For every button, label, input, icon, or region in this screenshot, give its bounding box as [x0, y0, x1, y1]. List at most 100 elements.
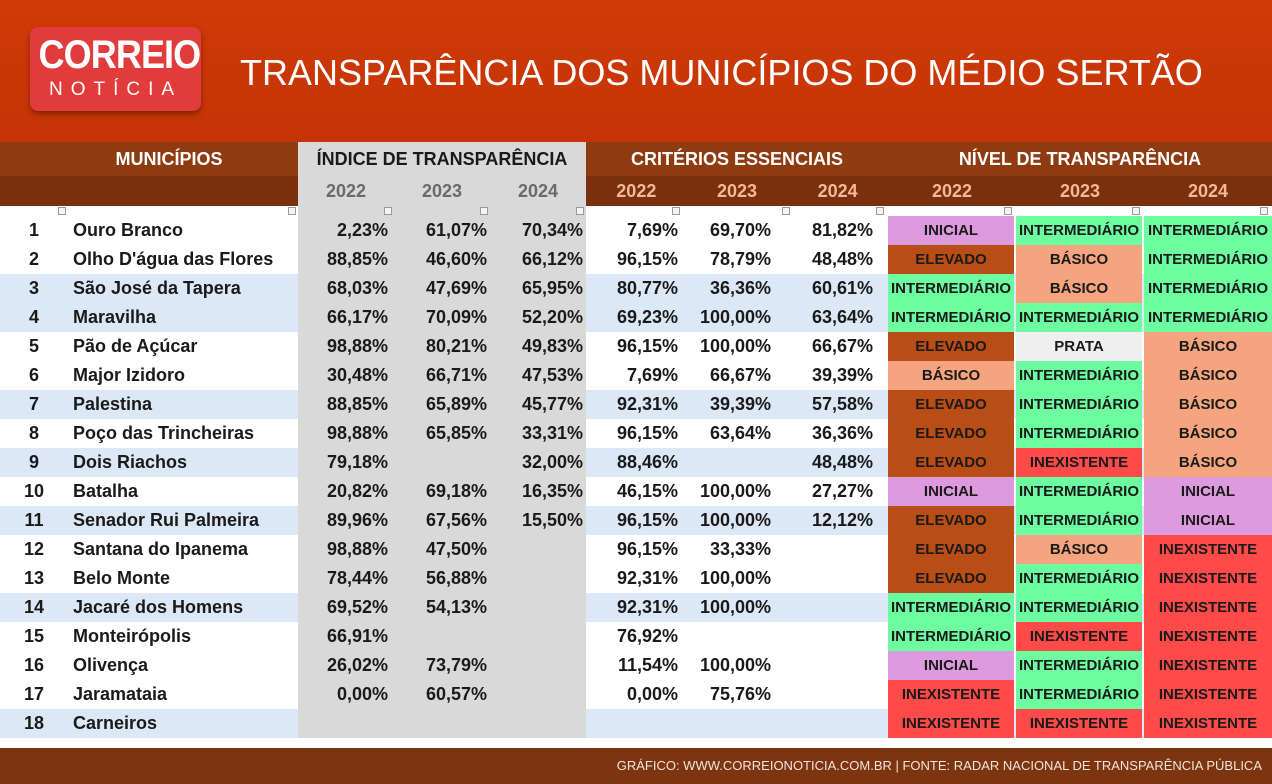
level-cell: INTERMEDIÁRIO [1016, 564, 1142, 593]
criteria-value: 7,69% [626, 365, 678, 385]
filter-button [1260, 207, 1268, 215]
filter-button [782, 207, 790, 215]
index-value: 88,85% [326, 394, 388, 414]
footer-text: GRÁFICO: WWW.CORREIONOTICIA.COM.BR | FON… [616, 758, 1262, 773]
municipality-name: Monteirópolis [73, 626, 191, 646]
criteria-value: 100,00% [699, 568, 771, 588]
index-value: 60,57% [425, 684, 487, 704]
index-value: 66,17% [326, 307, 388, 327]
row-number: 16 [23, 655, 45, 675]
row-number: 8 [28, 423, 39, 443]
level-cell: INTERMEDIÁRIO [1016, 651, 1142, 680]
index-value: 49,83% [521, 336, 583, 356]
index-value: 16,35% [521, 481, 583, 501]
level-cell: BÁSICO [1144, 448, 1272, 477]
level-cell: INEXISTENTE [1144, 593, 1272, 622]
index-value: 98,88% [326, 336, 388, 356]
level-cell: INTERMEDIÁRIO [1144, 216, 1272, 245]
criteria-value: 27,27% [811, 481, 873, 501]
municipality-name: Major Izidoro [73, 365, 185, 385]
criteria-value: 66,67% [811, 336, 873, 356]
filter-button [480, 207, 488, 215]
criteria-value: 100,00% [699, 307, 771, 327]
filter-button [384, 207, 392, 215]
level-cell: INEXISTENTE [888, 680, 1014, 709]
level-cell: INTERMEDIÁRIO [1016, 680, 1142, 709]
level-cell: INTERMEDIÁRIO [1016, 419, 1142, 448]
index-value: 47,50% [425, 539, 487, 559]
level-cell: INTERMEDIÁRIO [1144, 303, 1272, 332]
level-cell: INTERMEDIÁRIO [888, 303, 1014, 332]
index-value: 67,56% [425, 510, 487, 530]
municipality-name: Santana do Ipanema [73, 539, 249, 559]
group-header-band [0, 142, 1272, 176]
municipality-name: Senador Rui Palmeira [73, 510, 260, 530]
level-cell: ELEVADO [888, 506, 1014, 535]
level-cell: INEXISTENTE [1144, 564, 1272, 593]
municipality-name: Ouro Branco [73, 220, 184, 240]
year-header: 2024 [817, 181, 858, 201]
index-value: 98,88% [326, 423, 388, 443]
index-value: 65,95% [521, 278, 583, 298]
criteria-value: 76,92% [616, 626, 678, 646]
municipality-name: Olho D'água das Flores [73, 249, 274, 269]
index-value: 80,21% [425, 336, 487, 356]
municipality-name: Poço das Trincheiras [73, 423, 255, 443]
index-value: 56,88% [425, 568, 487, 588]
level-cell: INEXISTENTE [888, 709, 1014, 738]
level-cell: BÁSICO [1144, 419, 1272, 448]
level-cell: ELEVADO [888, 535, 1014, 564]
level-cell: BÁSICO [888, 361, 1014, 390]
criteria-value: 57,58% [811, 394, 873, 414]
level-cell: INEXISTENTE [1016, 709, 1142, 738]
year-header: 2023 [716, 181, 757, 201]
criteria-value: 92,31% [616, 394, 678, 414]
index-value: 66,91% [326, 626, 388, 646]
title: TRANSPARÊNCIA DOS MUNICÍPIOS DO MÉDIO SE… [240, 52, 1203, 93]
year-header: 2024 [1187, 181, 1229, 201]
index-value: 70,09% [425, 307, 487, 327]
criteria-value: 78,79% [709, 249, 771, 269]
index-value: 47,69% [425, 278, 487, 298]
criteria-value: 100,00% [699, 597, 771, 617]
index-value: 98,88% [326, 539, 388, 559]
group-title: CRITÉRIOS ESSENCIAIS [630, 149, 844, 169]
municipality-name: Maravilha [73, 307, 157, 327]
index-value: 45,77% [521, 394, 583, 414]
level-cell: INTERMEDIÁRIO [1016, 506, 1142, 535]
group-title: NÍVEL DE TRANSPARÊNCIA [958, 149, 1202, 169]
level-cell: INEXISTENTE [1016, 622, 1142, 651]
filter-button [672, 207, 680, 215]
filter-button [58, 207, 66, 215]
criteria-value: 60,61% [811, 278, 873, 298]
level-cell: INEXISTENTE [1144, 651, 1272, 680]
level-cell: BÁSICO [1144, 390, 1272, 419]
index-value: 65,89% [425, 394, 487, 414]
criteria-value: 36,36% [709, 278, 771, 298]
criteria-value: 69,23% [616, 307, 678, 327]
criteria-value: 33,33% [709, 539, 771, 559]
row-number: 2 [28, 249, 39, 269]
index-value: 52,20% [521, 307, 583, 327]
level-cell: ELEVADO [888, 390, 1014, 419]
level-cell: INEXISTENTE [1144, 680, 1272, 709]
index-value: 20,82% [326, 481, 388, 501]
level-cell: INEXISTENTE [1144, 709, 1272, 738]
year-header: 2022 [325, 181, 367, 201]
level-cell: INTERMEDIÁRIO [888, 274, 1014, 303]
criteria-value: 63,64% [811, 307, 873, 327]
criteria-value: 100,00% [699, 655, 771, 675]
index-value: 89,96% [326, 510, 388, 530]
level-cell: PRATA [1016, 332, 1142, 361]
year-header: 2023 [1059, 181, 1101, 201]
table: MUNICÍPIOS ÍNDICE DE TRANSPARÊNCIA 2022 202… [0, 142, 1272, 738]
level-cell: INICIAL [888, 651, 1014, 680]
level-cell: INTERMEDIÁRIO [1016, 303, 1142, 332]
criteria-value: 88,46% [616, 452, 678, 472]
municipality-name: Jacaré dos Homens [73, 597, 244, 617]
criteria-value: 12,12% [811, 510, 873, 530]
criteria-value: 63,64% [709, 423, 771, 443]
row-number: 18 [23, 713, 45, 733]
level-cell: BÁSICO [1144, 332, 1272, 361]
